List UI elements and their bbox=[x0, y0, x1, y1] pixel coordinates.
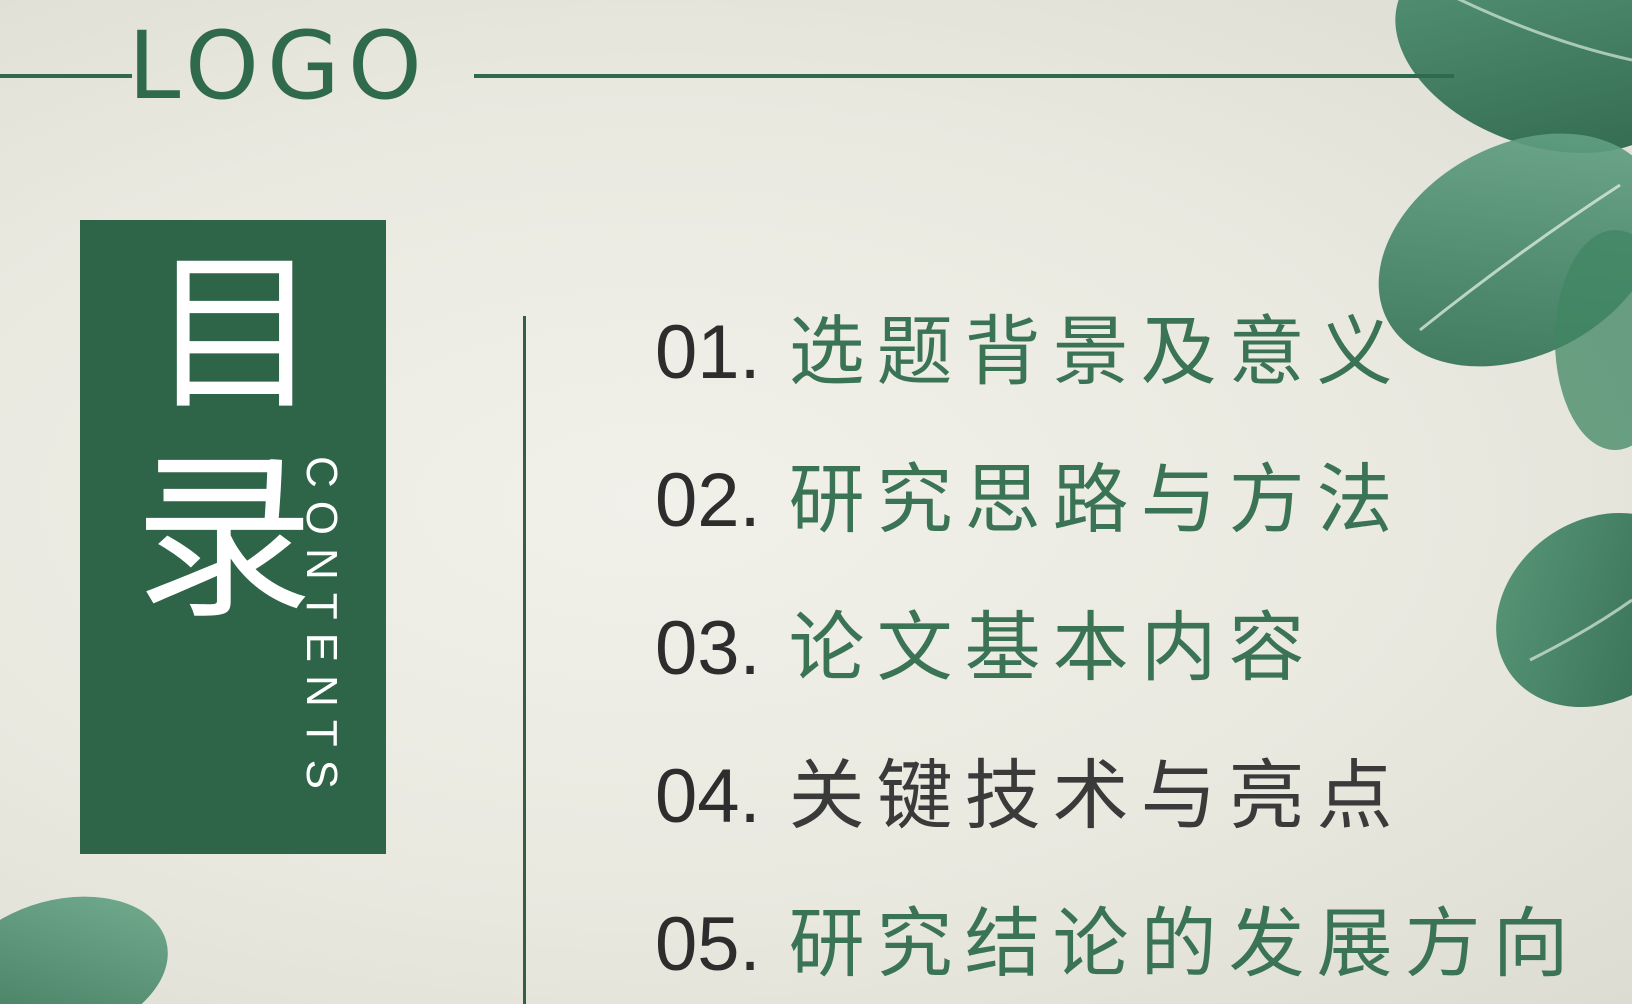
menu-label: 关键技术与亮点 bbox=[788, 751, 1405, 840]
leaf-bottom-left bbox=[0, 896, 168, 1004]
menu-label: 研究结论的发展方向 bbox=[788, 899, 1581, 988]
menu-item-4[interactable]: 04. 关键技术与亮点 bbox=[655, 734, 1405, 844]
menu-number: 04. bbox=[655, 754, 761, 839]
leaf-top-right bbox=[1395, 0, 1632, 153]
menu-item-3[interactable]: 03. 论文基本内容 bbox=[655, 586, 1317, 696]
menu-item-2[interactable]: 02. 研究思路与方法 bbox=[655, 438, 1405, 548]
menu-label: 选题背景及意义 bbox=[788, 307, 1405, 396]
menu-item-1[interactable]: 01. 选题背景及意义 bbox=[655, 290, 1405, 400]
header-line-right bbox=[474, 74, 1454, 78]
menu-number: 05. bbox=[655, 902, 761, 987]
title-box: 目 录 CONTENTS bbox=[80, 220, 386, 854]
title-char-lu: 录 bbox=[134, 435, 315, 644]
menu-number: 03. bbox=[655, 606, 761, 691]
menu-number: 02. bbox=[655, 458, 761, 543]
logo: LOGO bbox=[128, 12, 430, 121]
menu-label: 论文基本内容 bbox=[788, 603, 1317, 692]
menu-item-5[interactable]: 05. 研究结论的发展方向 bbox=[655, 882, 1581, 992]
leaf-edge-right bbox=[1555, 230, 1632, 450]
header-line-left bbox=[0, 74, 132, 78]
menu-number: 01. bbox=[655, 310, 761, 395]
menu-label: 研究思路与方法 bbox=[788, 455, 1405, 544]
leaf-lower-right bbox=[1496, 512, 1632, 708]
vertical-divider bbox=[523, 316, 526, 1004]
contents-subtitle: CONTENTS bbox=[297, 456, 346, 802]
title-char-mu: 目 bbox=[150, 236, 321, 434]
